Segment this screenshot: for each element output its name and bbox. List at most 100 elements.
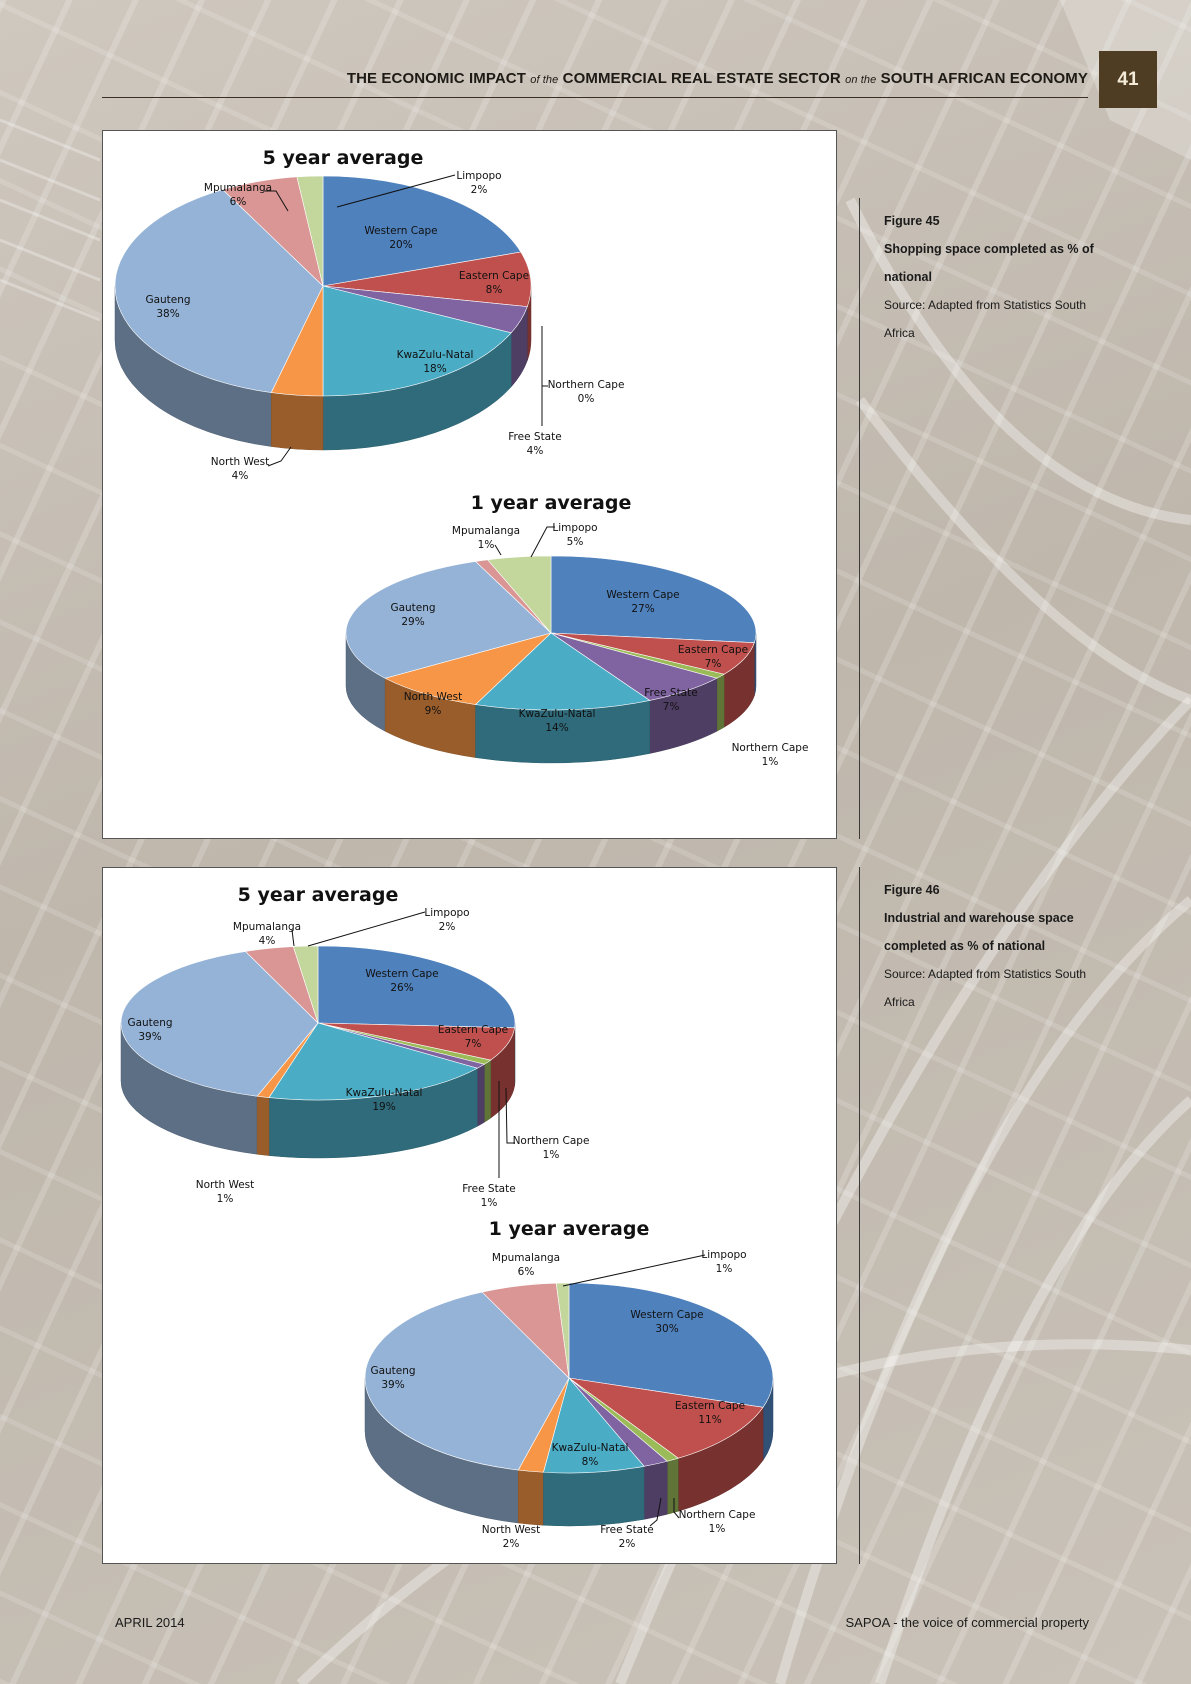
category-name: Northern Cape [679, 1509, 756, 1521]
leader-line-northern-cape [673, 1498, 680, 1519]
figure-45-source: Source: Adapted from Statistics South Af… [884, 298, 1087, 340]
figure-45-panel: 5 year average Western Cape 20% Eastern Cap… [102, 130, 837, 839]
category-name: Gauteng [390, 602, 435, 614]
pie-side-northern-cape [484, 1059, 491, 1123]
pie-slice-western-cape [322, 175, 522, 287]
category-name: Western Cape [365, 968, 438, 980]
pie-slice-limpopo [487, 555, 552, 634]
data-label-gauteng: Gauteng 38% [145, 294, 190, 320]
data-label-kwazulu-natal: KwaZulu-Natal 8% [552, 1442, 629, 1468]
category-name: Mpumalanga [492, 1252, 560, 1264]
category-name: KwaZulu-Natal [397, 349, 474, 361]
pie-side-free-state [477, 1063, 485, 1127]
percent-value: 39% [381, 1379, 404, 1391]
pie-sides [364, 1377, 774, 1527]
data-label-north-west: North West 2% [482, 1524, 541, 1550]
percent-value: 6% [518, 1266, 535, 1278]
pie-chart-1: 5 year average Western Cape 20% Eastern Cap… [114, 147, 624, 482]
caption-divider-2 [859, 867, 860, 1564]
percent-value: 14% [545, 722, 568, 734]
data-label-northern-cape: Northern Cape 1% [732, 742, 809, 768]
category-name: Northern Cape [732, 742, 809, 754]
percent-value: 1% [481, 1197, 498, 1209]
pie-slice-western-cape [550, 555, 757, 643]
leader-line-mpumalanga [265, 190, 289, 212]
data-label-northern-cape: Northern Cape 1% [513, 1135, 590, 1161]
category-name: Limpopo [552, 522, 597, 534]
pie-slice-limpopo [292, 945, 319, 1024]
caption-divider-1 [859, 198, 860, 839]
percent-value: 6% [230, 196, 247, 208]
chart-title: 5 year average [263, 147, 424, 169]
pie-top [120, 945, 516, 1101]
pie-side-north-west [518, 1469, 544, 1526]
pie-chart-2: 1 year average Western Cape 27% Eastern Cap… [345, 492, 808, 768]
percent-value: 2% [619, 1538, 636, 1550]
pie-slice-limpopo [296, 175, 324, 287]
category-name: Eastern Cape [459, 270, 529, 282]
percent-value: 7% [705, 658, 722, 670]
percent-value: 1% [543, 1149, 560, 1161]
pie-labels: Western Cape 30% Eastern Cape 11% Northern C… [370, 1249, 755, 1550]
data-label-kwazulu-natal: KwaZulu-Natal 19% [346, 1087, 423, 1113]
pie-sides [114, 285, 532, 451]
category-name: KwaZulu-Natal [519, 708, 596, 720]
percent-value: 8% [582, 1456, 599, 1468]
category-name: North West [404, 691, 463, 703]
data-label-gauteng: Gauteng 29% [390, 602, 435, 628]
data-label-limpopo: Limpopo 1% [701, 1249, 746, 1275]
figure-46-charts: 5 year average Western Cape 26% Eastern Cap… [120, 884, 774, 1550]
data-label-gauteng: Gauteng 39% [127, 1017, 172, 1043]
percent-value: 30% [655, 1323, 678, 1335]
percent-value: 18% [423, 363, 446, 375]
leader-line-northern-cape [541, 331, 548, 387]
pie-side-free-state [643, 1460, 668, 1520]
header-of-the: of the [530, 74, 559, 86]
pie-slice-western-cape [568, 1282, 774, 1408]
data-label-western-cape: Western Cape 30% [630, 1309, 703, 1335]
figure-46-description: Industrial and warehouse space completed… [884, 911, 1074, 953]
pie-side-north-west [256, 1095, 270, 1156]
leader-line-limpopo [336, 174, 456, 208]
pie-side-north-west [271, 392, 324, 451]
pie-top [364, 1282, 774, 1474]
leader-line-limpopo [530, 526, 555, 558]
category-name: Free State [600, 1524, 653, 1536]
category-name: Free State [508, 431, 561, 443]
data-label-western-cape: Western Cape 20% [364, 225, 437, 251]
percent-value: 1% [762, 756, 779, 768]
pie-labels: Western Cape 27% Eastern Cape 7% Northern Ca… [390, 522, 808, 768]
category-name: Northern Cape [513, 1135, 590, 1147]
percent-value: 2% [503, 1538, 520, 1550]
leader-line-limpopo [562, 1254, 706, 1287]
pie-side-kwazulu-natal [543, 1466, 645, 1527]
pie-slice-kwazulu-natal [268, 1022, 479, 1101]
data-label-free-state: Free State 4% [508, 431, 561, 457]
data-label-eastern-cape: Eastern Cape 7% [438, 1024, 508, 1050]
category-name: Mpumalanga [204, 182, 272, 194]
category-name: Free State [462, 1183, 515, 1195]
data-label-western-cape: Western Cape 27% [606, 589, 679, 615]
category-name: Mpumalanga [452, 525, 520, 537]
data-label-eastern-cape: Eastern Cape 8% [459, 270, 529, 296]
data-label-mpumalanga: Mpumalanga 6% [492, 1252, 560, 1278]
percent-value: 1% [709, 1523, 726, 1535]
category-name: North West [196, 1179, 255, 1191]
data-label-eastern-cape: Eastern Cape 7% [678, 644, 748, 670]
percent-value: 1% [478, 539, 495, 551]
category-name: Gauteng [145, 294, 190, 306]
header-on-the: on the [845, 74, 877, 86]
data-label-eastern-cape: Eastern Cape 11% [675, 1400, 745, 1426]
data-label-north-west: North West 9% [404, 691, 463, 717]
category-name: Northern Cape [548, 379, 625, 391]
chart-title: 1 year average [471, 492, 632, 514]
pie-labels: Western Cape 20% Eastern Cape 8% Northern Ca… [145, 170, 624, 482]
category-name: North West [482, 1524, 541, 1536]
data-label-free-state: Free State 2% [600, 1524, 653, 1550]
pie-slice-gauteng [114, 189, 324, 393]
percent-value: 29% [401, 616, 424, 628]
pie-slice-north-west [384, 632, 552, 705]
percent-value: 4% [259, 935, 276, 947]
category-name: Western Cape [606, 589, 679, 601]
percent-value: 26% [390, 982, 413, 994]
